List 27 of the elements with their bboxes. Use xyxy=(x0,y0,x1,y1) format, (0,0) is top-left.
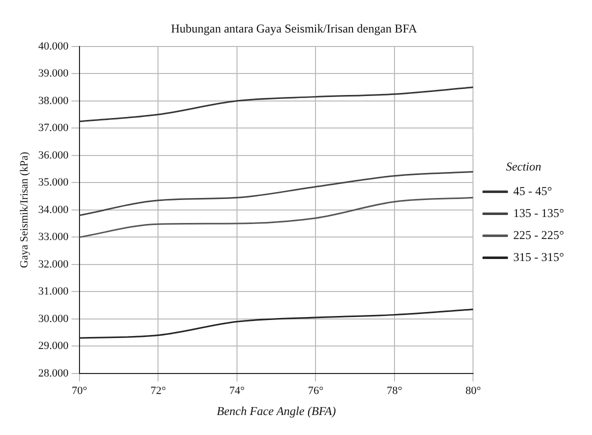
x-tick-label: 78° xyxy=(386,384,402,397)
chart-title: Hubungan antara Gaya Seismik/Irisan dengan BFA xyxy=(170,21,418,36)
y-tick-label: 34.000 xyxy=(38,204,69,216)
y-tick-label: 38.000 xyxy=(38,94,69,107)
y-tick-label: 40.000 xyxy=(38,40,69,52)
x-axis-title: Bench Face Angle (BFA) xyxy=(216,404,336,418)
y-tick-label: 35.000 xyxy=(38,176,69,189)
y-tick-label: 30.000 xyxy=(38,312,69,325)
x-tick-label: 80° xyxy=(466,384,481,397)
legend-title: Section xyxy=(506,159,542,174)
y-tick-label: 39.000 xyxy=(38,68,69,80)
x-tick-label: 76° xyxy=(308,384,324,397)
x-tick-label: 72° xyxy=(150,384,166,397)
y-tick-label: 33.000 xyxy=(38,231,69,244)
y-tick-label: 36.000 xyxy=(38,149,69,162)
y-tick-label: 37.000 xyxy=(38,122,69,134)
legend-label: 225 - 225° xyxy=(513,228,564,242)
y-tick-label: 28.000 xyxy=(38,367,69,380)
y-axis-title: Gaya Seismik/Irisan (kPa) xyxy=(18,152,30,268)
legend-label: 45 - 45° xyxy=(513,184,552,198)
y-tick-label: 29.000 xyxy=(38,340,69,352)
legend-label: 315 - 315° xyxy=(513,250,564,264)
y-tick-label: 31.000 xyxy=(38,286,69,298)
y-tick-label: 32.000 xyxy=(38,258,69,270)
legend-label: 135 - 135° xyxy=(513,206,564,220)
x-tick-label: 74° xyxy=(229,384,245,397)
x-tick-label: 70° xyxy=(72,384,88,397)
